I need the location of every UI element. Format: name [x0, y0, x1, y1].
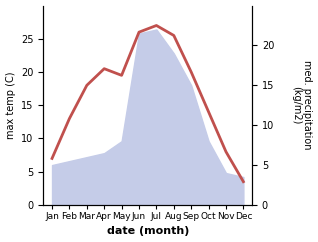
- Y-axis label: max temp (C): max temp (C): [5, 71, 16, 139]
- X-axis label: date (month): date (month): [107, 227, 189, 236]
- Y-axis label: med. precipitation
(kg/m2): med. precipitation (kg/m2): [291, 60, 313, 150]
